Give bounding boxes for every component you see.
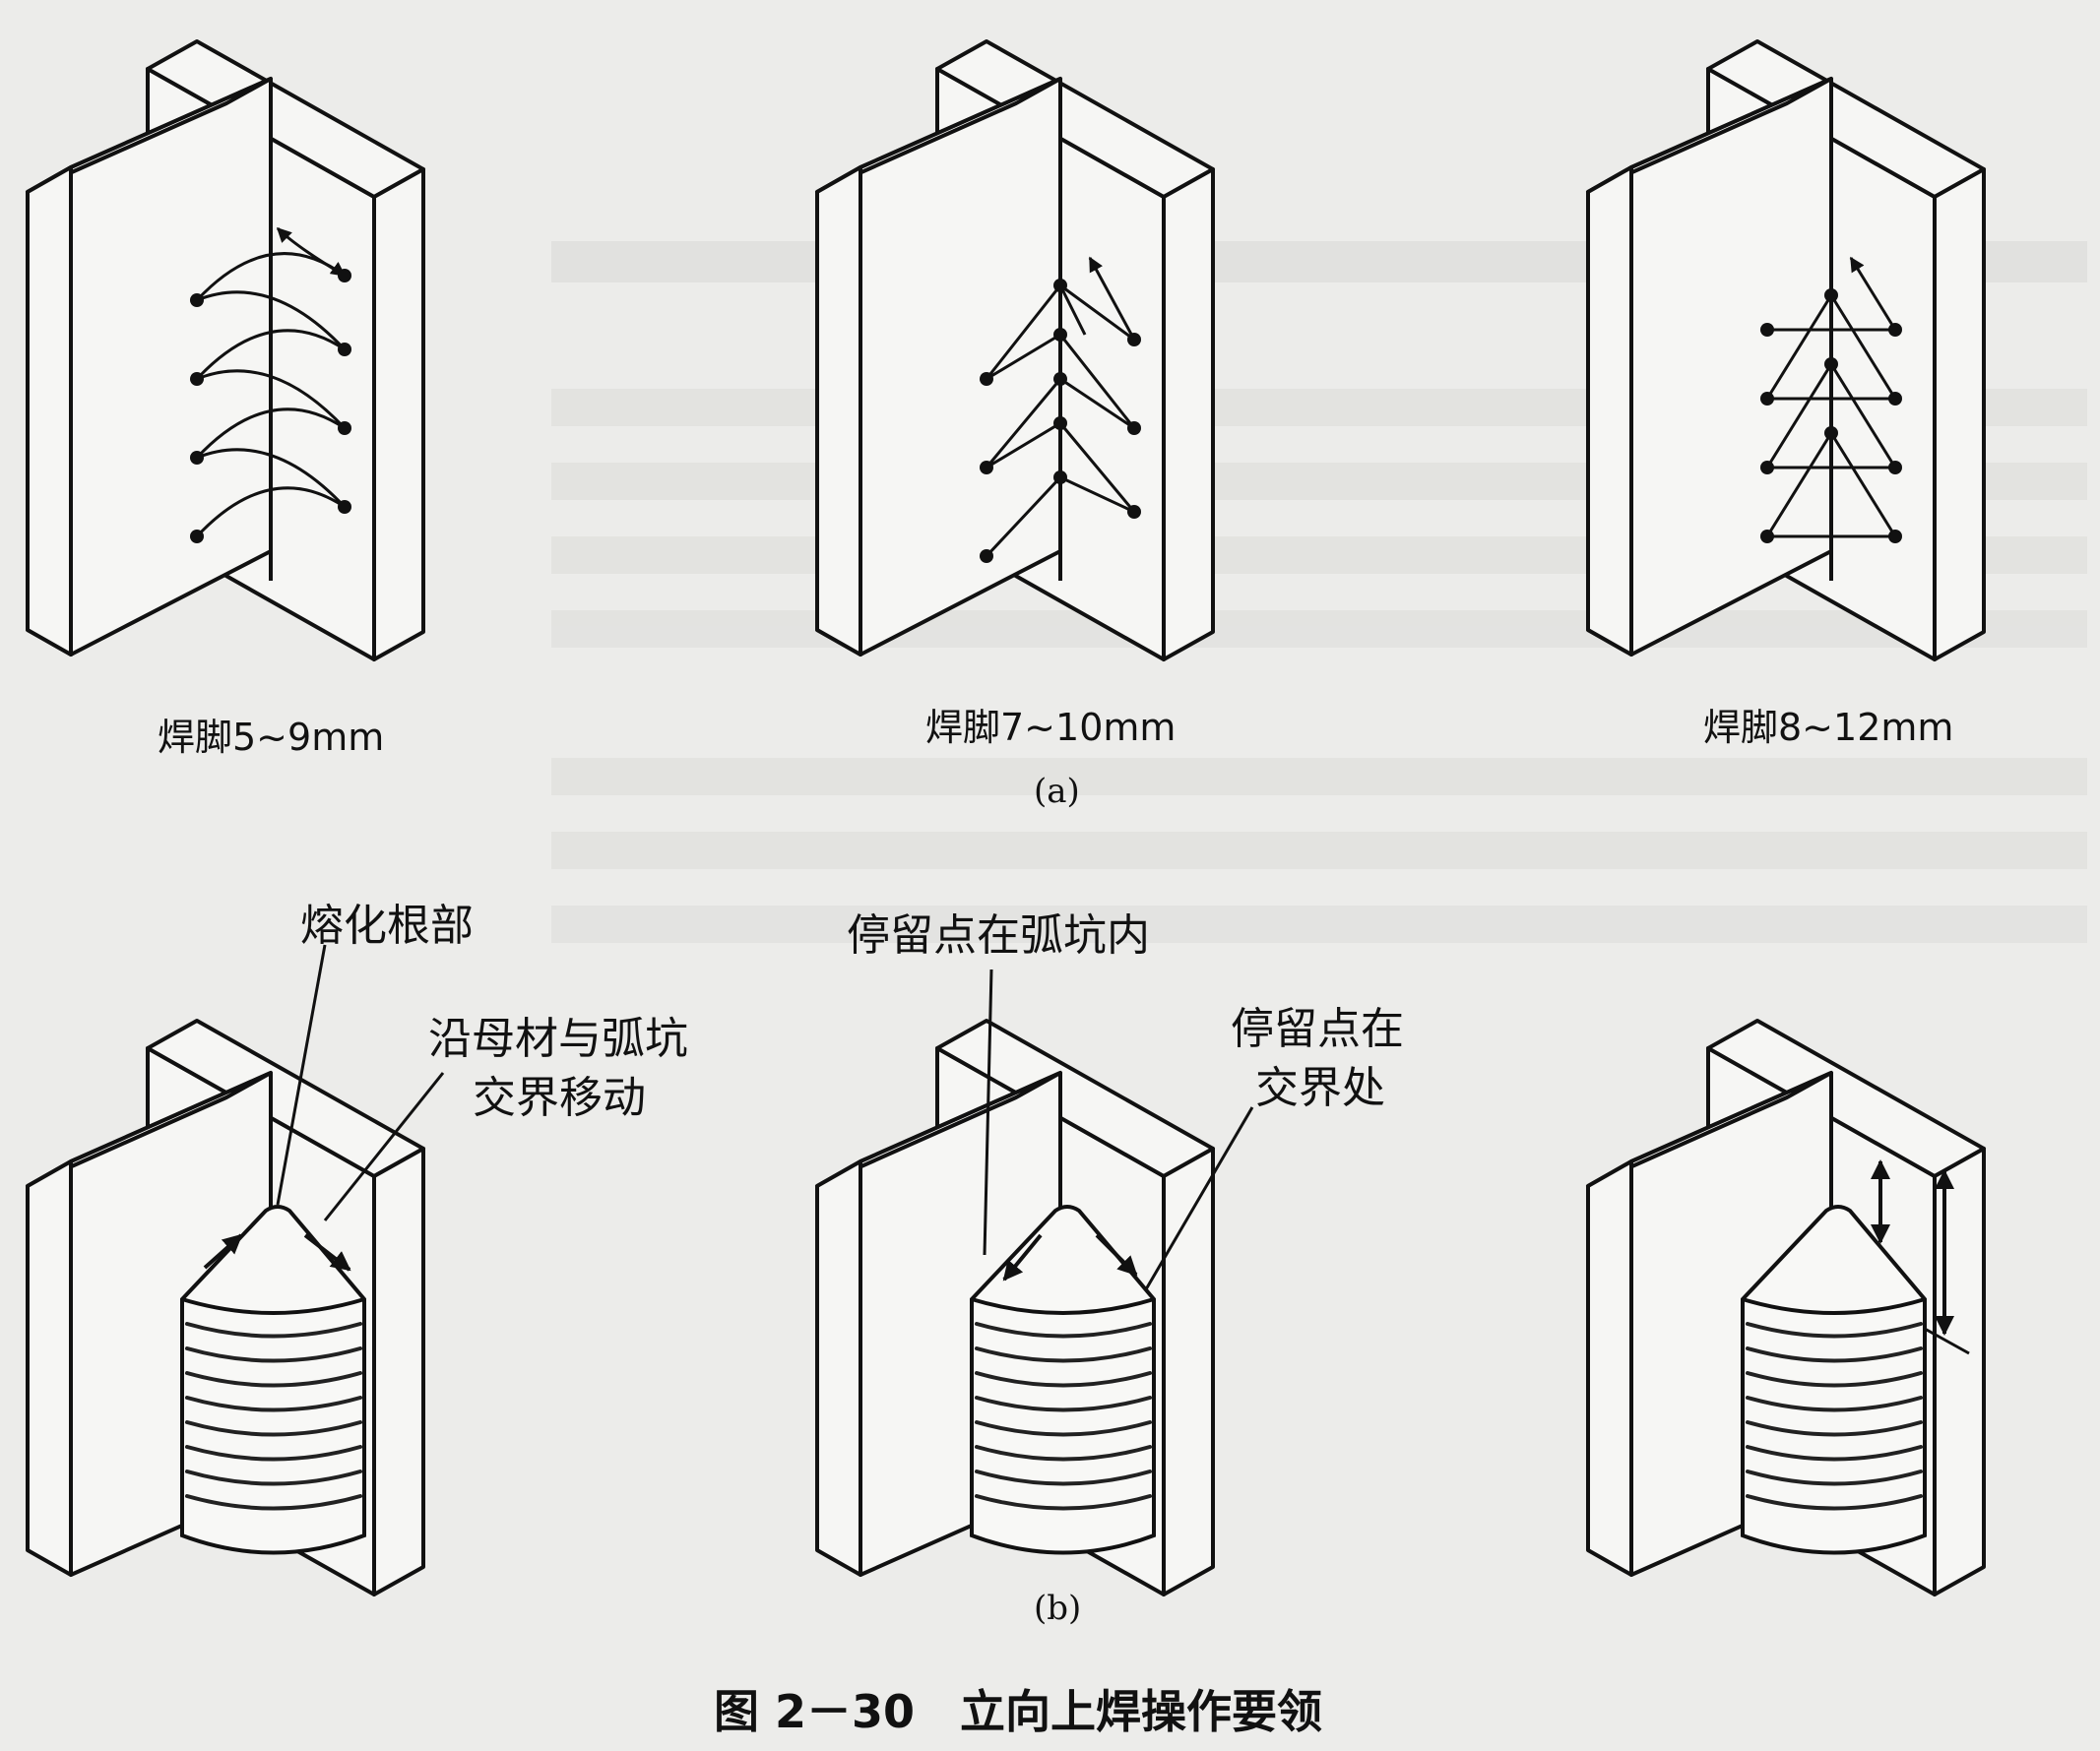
annotation-stop-boundary-line1: 停留点在 — [1231, 1004, 1404, 1054]
t-joint-block-5 — [815, 969, 1254, 1596]
panel-b-label: (b) — [1034, 1589, 1081, 1628]
arc-weave-path — [190, 226, 351, 543]
t-joint-block-3 — [1586, 39, 1986, 661]
annotation-move-line1: 沿母材与弧坑 — [428, 1014, 688, 1064]
figure-caption: 图 2－30 立向上焊操作要领 — [714, 1685, 1322, 1738]
caption-leg-2: 焊脚7~10mm — [925, 706, 1176, 749]
annotation-move-line2: 交界移动 — [473, 1073, 646, 1123]
t-joint-block-6 — [1586, 1019, 1986, 1596]
t-joint-block-4 — [26, 944, 445, 1596]
panel-a: 焊脚5~9mm 焊脚7~10mm (a) — [26, 39, 1986, 811]
panel-b: 熔化根部 沿母材与弧坑 交界移动 停留点在弧坑内 停留点在 交界处 (b) — [26, 901, 1986, 1628]
annotation-fuse-root: 熔化根部 — [300, 901, 474, 951]
t-joint-block-1 — [26, 39, 425, 661]
triangle-weave-path — [1760, 256, 1902, 543]
zigzag-weave-path — [980, 256, 1141, 563]
annotation-stop-crater: 停留点在弧坑内 — [847, 910, 1150, 961]
caption-leg-1: 焊脚5~9mm — [158, 716, 384, 759]
annotation-stop-boundary-line2: 交界处 — [1255, 1063, 1385, 1113]
t-joint-block-2 — [815, 39, 1215, 661]
caption-leg-3: 焊脚8~12mm — [1703, 706, 1953, 749]
panel-a-label: (a) — [1034, 772, 1080, 811]
